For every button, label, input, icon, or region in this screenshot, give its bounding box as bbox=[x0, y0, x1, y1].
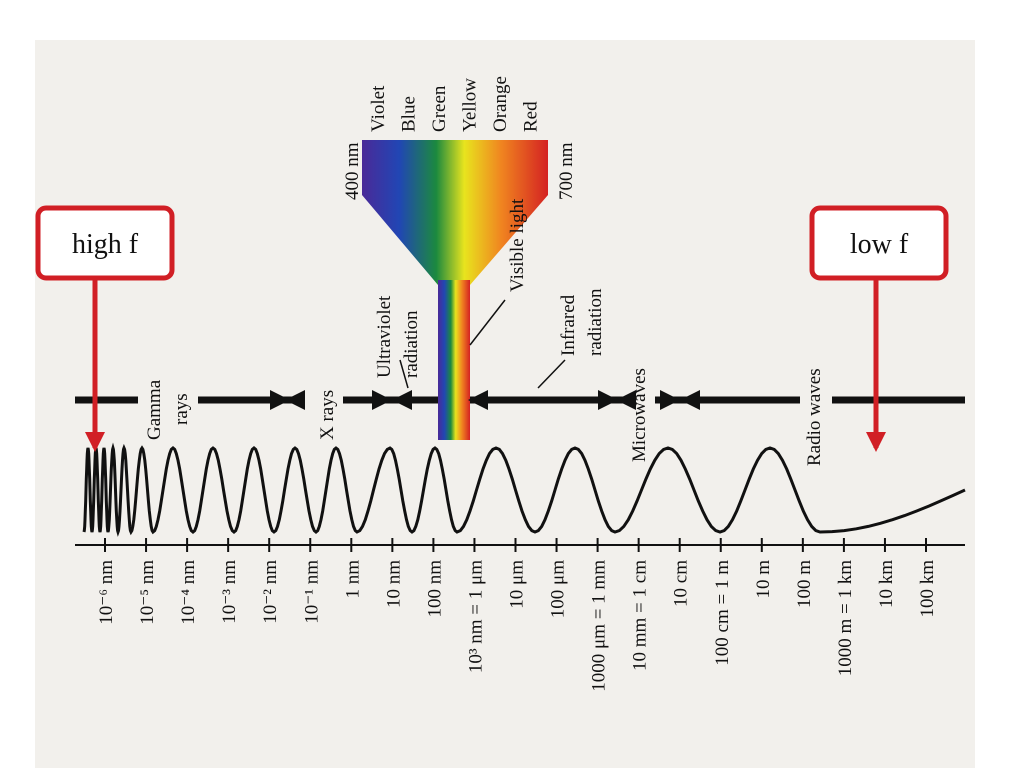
scale-label: 10⁻⁵ nm bbox=[137, 560, 158, 625]
wave bbox=[82, 442, 966, 537]
leader-lines bbox=[399, 299, 566, 389]
scale-label: 10 μm bbox=[507, 560, 528, 609]
callout-box bbox=[809, 205, 949, 281]
region-label: Visible light bbox=[507, 198, 528, 292]
callout-label: high f bbox=[72, 229, 139, 260]
visible-start: 400 nm bbox=[342, 142, 363, 200]
scale-label: 10 km bbox=[876, 560, 897, 608]
scale-label: 100 cm = 1 m bbox=[712, 560, 733, 666]
color-label: Yellow bbox=[460, 78, 481, 132]
color-label: Violet bbox=[368, 85, 389, 132]
callout-box bbox=[35, 205, 175, 281]
color-label: Orange bbox=[490, 76, 511, 132]
color-label: Green bbox=[429, 85, 450, 132]
region-label: radiation bbox=[401, 310, 422, 378]
scale-label: 10³ nm = 1 μm bbox=[465, 560, 486, 673]
region-label: Infrared bbox=[558, 294, 579, 356]
scale-label: 1 nm bbox=[342, 560, 363, 599]
scale-label: 10 m bbox=[753, 560, 774, 599]
scale-label: 10⁻⁶ nm bbox=[96, 560, 117, 625]
visible-funnel bbox=[362, 140, 548, 285]
scale-label: 10⁻¹ nm bbox=[301, 560, 322, 624]
scale: 10⁻⁶ nm 10⁻⁵ nm 10⁻⁴ nm 10⁻³ nm 10⁻² nm 10⁻¹ … bbox=[96, 538, 938, 692]
region-label: Gamma bbox=[144, 379, 165, 440]
scale-label: 100 m bbox=[794, 560, 815, 608]
callout-label: low f bbox=[850, 229, 909, 260]
scale-label: 1000 μm = 1 mm bbox=[589, 560, 610, 692]
scale-label: 10⁻² nm bbox=[260, 560, 281, 624]
scale-label: 10⁻⁴ nm bbox=[178, 560, 199, 625]
color-label: Red bbox=[521, 101, 542, 132]
region-label: radiation bbox=[585, 288, 606, 356]
scale-label: 10 nm bbox=[383, 560, 404, 608]
scale-label: 100 nm bbox=[424, 560, 445, 618]
scale-label: 10 mm = 1 cm bbox=[630, 560, 651, 671]
region-label: Radio waves bbox=[804, 368, 825, 466]
region-label: Ultraviolet bbox=[374, 295, 395, 378]
band-arrows bbox=[270, 390, 700, 410]
scale-label: 10⁻³ nm bbox=[219, 560, 240, 624]
scale-label: 10 cm bbox=[671, 560, 692, 607]
visible-end: 700 nm bbox=[556, 142, 577, 200]
region-label: X rays bbox=[317, 390, 338, 440]
scale-label: 100 km bbox=[917, 560, 938, 618]
visible-stripe bbox=[438, 280, 470, 440]
region-label: rays bbox=[171, 393, 192, 425]
region-labels: Gamma rays X rays Ultraviolet radiation Visib… bbox=[144, 198, 825, 466]
color-label: Blue bbox=[399, 96, 420, 132]
region-label: Microwaves bbox=[629, 368, 650, 462]
color-labels: Violet Blue Green Yellow Orange Red bbox=[368, 76, 542, 132]
scale-label: 100 μm bbox=[548, 560, 569, 618]
scale-label: 1000 m = 1 km bbox=[835, 560, 856, 676]
